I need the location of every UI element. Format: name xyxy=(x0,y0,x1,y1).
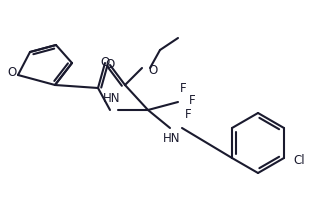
Text: O: O xyxy=(100,55,110,69)
Text: Cl: Cl xyxy=(293,154,305,166)
Text: HN: HN xyxy=(103,92,121,104)
Text: O: O xyxy=(148,65,157,78)
Text: HN: HN xyxy=(163,131,181,145)
Text: F: F xyxy=(185,108,191,120)
Text: F: F xyxy=(189,94,195,106)
Text: O: O xyxy=(105,58,115,71)
Text: O: O xyxy=(7,67,17,79)
Text: F: F xyxy=(180,81,186,95)
